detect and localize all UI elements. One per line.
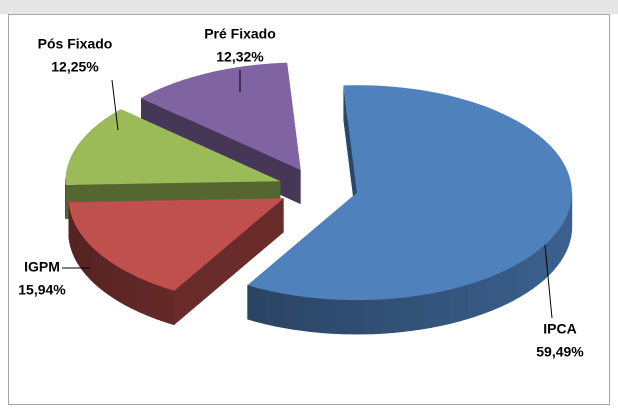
slice-side bbox=[139, 277, 142, 314]
slice-side bbox=[302, 296, 314, 333]
slice-side bbox=[171, 289, 175, 326]
slice bbox=[247, 85, 572, 301]
slice-side bbox=[332, 299, 343, 335]
slice-side bbox=[548, 235, 554, 276]
slice bbox=[68, 198, 284, 291]
slice-side bbox=[552, 231, 558, 272]
slice-side bbox=[560, 221, 564, 263]
slice-side bbox=[492, 272, 501, 311]
value-label: 59,49% bbox=[536, 344, 584, 360]
slice-side bbox=[467, 281, 477, 320]
slice-side bbox=[538, 245, 545, 285]
slice-side bbox=[167, 288, 170, 324]
slice-side bbox=[382, 298, 393, 334]
slice-side bbox=[145, 280, 149, 317]
slice-side bbox=[274, 291, 285, 329]
slice-side bbox=[499, 269, 508, 308]
slice-side bbox=[556, 226, 561, 268]
slice-side bbox=[162, 286, 166, 323]
slice-side bbox=[256, 287, 266, 325]
slice-side bbox=[527, 253, 534, 293]
slice-side bbox=[412, 294, 423, 331]
slice-side bbox=[532, 249, 540, 289]
slice-side bbox=[164, 287, 168, 324]
slice-side bbox=[265, 289, 275, 327]
slice-side bbox=[563, 217, 567, 257]
value-label: 12,25% bbox=[51, 59, 99, 75]
slice-side bbox=[421, 293, 432, 330]
slice-side bbox=[158, 285, 161, 321]
slice bbox=[65, 109, 281, 185]
slice-side bbox=[507, 265, 515, 304]
value-label: 15,94% bbox=[18, 282, 66, 298]
slice-side bbox=[431, 291, 442, 328]
slice-side bbox=[283, 293, 294, 330]
slice-side bbox=[475, 278, 485, 317]
slice-side bbox=[520, 257, 528, 297]
title-strip bbox=[0, 0, 618, 14]
slice-side bbox=[156, 284, 159, 321]
slice-side bbox=[392, 297, 403, 334]
category-label: IGPM bbox=[24, 259, 60, 275]
slice bbox=[141, 62, 301, 171]
category-label: IPCA bbox=[543, 321, 576, 337]
slice-side bbox=[247, 284, 257, 323]
slice-side bbox=[169, 288, 173, 325]
slice-side bbox=[293, 295, 304, 332]
slice-side bbox=[449, 286, 460, 324]
slice-side bbox=[440, 289, 451, 326]
slice-side bbox=[565, 212, 569, 252]
slice-side bbox=[372, 299, 384, 335]
slice-side bbox=[160, 285, 164, 322]
slice-side bbox=[149, 281, 153, 318]
slice-side bbox=[153, 283, 157, 320]
slice-side bbox=[362, 299, 374, 335]
slice-side bbox=[322, 298, 333, 334]
slice-side bbox=[151, 282, 155, 319]
slice-side bbox=[312, 297, 323, 334]
value-label: 12,32% bbox=[216, 49, 264, 65]
slice-side bbox=[147, 281, 151, 317]
category-label: Pós Fixado bbox=[38, 36, 113, 52]
slice-side bbox=[514, 261, 522, 301]
leader-line bbox=[111, 79, 119, 131]
slice-side bbox=[343, 85, 357, 227]
slice-side bbox=[458, 284, 468, 322]
category-label: Pré Fixado bbox=[204, 26, 276, 42]
slice-side bbox=[342, 299, 353, 335]
slice-side bbox=[352, 299, 364, 335]
slice-side bbox=[484, 275, 493, 314]
leader-line bbox=[544, 244, 553, 319]
slice-side bbox=[402, 296, 413, 333]
